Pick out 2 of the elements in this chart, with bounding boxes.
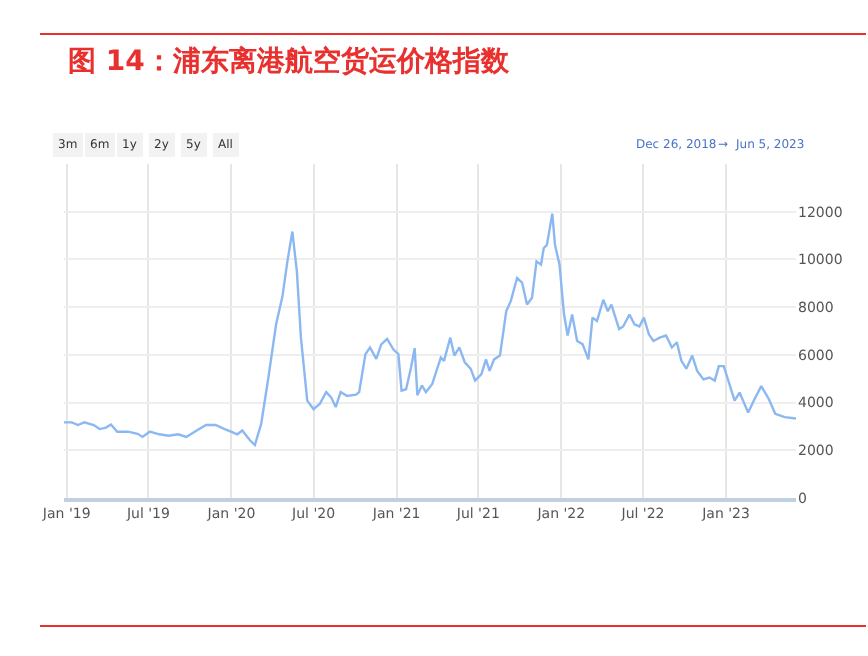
chart-title: 图 14：浦东离港航空货运价格指数 (68, 43, 511, 78)
line-series (64, 212, 796, 447)
